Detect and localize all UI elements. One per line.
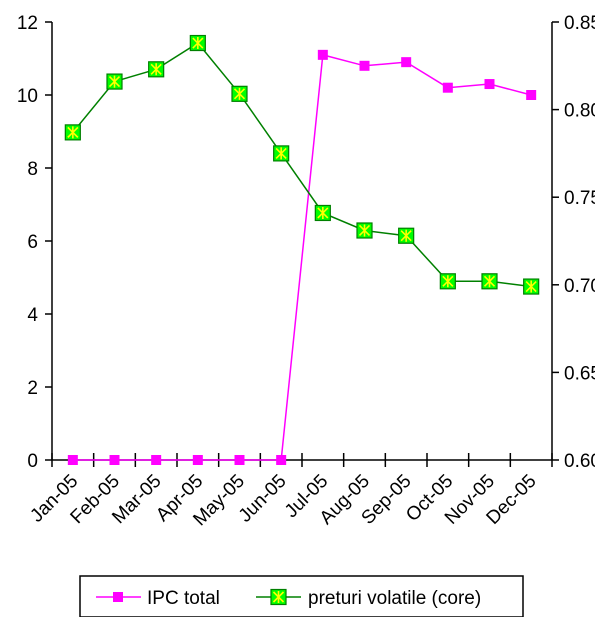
marker-x — [150, 63, 162, 76]
marker-x — [108, 75, 121, 88]
data-point — [398, 227, 415, 244]
data-point — [439, 273, 456, 290]
right-tick-label: 0.70 — [564, 276, 595, 297]
right-tick-label: 0.65 — [564, 363, 595, 384]
plot-frame — [51, 22, 553, 461]
legend-label-core: preturi volatile (core) — [308, 588, 481, 609]
left-tick-label: 6 — [27, 232, 38, 253]
data-point — [356, 222, 373, 239]
data-point — [192, 455, 203, 465]
series-line — [72, 42, 532, 288]
data-point — [273, 145, 290, 162]
marker-x — [400, 229, 412, 242]
marker-x — [483, 275, 496, 288]
data-point — [64, 124, 81, 141]
series-preturi-volatile — [64, 34, 540, 295]
marker-x — [358, 224, 371, 237]
marker-x — [525, 280, 537, 293]
x-tick-label: Jun-05 — [235, 471, 291, 527]
data-point — [359, 60, 370, 71]
marker-x — [233, 87, 246, 100]
data-point — [109, 455, 120, 465]
left-tick-label: 10 — [17, 86, 38, 107]
right-tick-label: 0.60 — [564, 451, 595, 472]
data-point — [484, 79, 495, 90]
marker-x — [442, 275, 454, 288]
data-point — [67, 455, 78, 465]
data-point — [526, 90, 537, 100]
marker-x — [192, 37, 204, 50]
legend-box — [79, 575, 524, 617]
left-y-axis: 0 2 4 6 8 10 12 — [17, 13, 52, 472]
legend-marker-ipc — [113, 592, 123, 602]
data-point — [276, 455, 287, 465]
data-point — [314, 204, 331, 222]
data-point — [148, 61, 165, 78]
right-tick-label: 0.80 — [564, 101, 595, 122]
legend: IPC total preturi volatile (core) — [79, 575, 524, 617]
left-tick-label: 8 — [27, 159, 38, 180]
data-point — [106, 73, 123, 90]
data-point — [189, 34, 206, 52]
data-point — [523, 278, 540, 295]
series-ipc-total — [67, 49, 537, 465]
right-tick-label: 0.85 — [564, 13, 595, 34]
series-layer — [64, 34, 540, 465]
marker-x — [275, 147, 287, 160]
left-tick-label: 4 — [27, 305, 38, 326]
data-point — [481, 273, 498, 290]
marker-x — [67, 126, 79, 139]
left-tick-label: 12 — [17, 13, 38, 34]
legend-marker-x — [272, 591, 285, 603]
marker-x — [317, 206, 329, 219]
left-tick-label: 2 — [27, 378, 38, 399]
legend-label-ipc: IPC total — [147, 588, 220, 609]
data-point — [231, 85, 248, 102]
left-tick-label: 0 — [27, 451, 38, 472]
data-point — [317, 49, 328, 60]
right-y-axis: 0.60 0.65 0.70 0.75 0.80 0.85 — [552, 13, 595, 472]
right-tick-label: 0.75 — [564, 188, 595, 209]
x-axis: Jan-05Feb-05Mar-05Apr-05May-05Jun-05Jul-… — [26, 453, 553, 530]
data-point — [151, 455, 162, 465]
data-point — [401, 57, 412, 68]
data-point — [442, 82, 453, 93]
data-point — [234, 455, 245, 465]
series-line — [72, 53, 532, 461]
